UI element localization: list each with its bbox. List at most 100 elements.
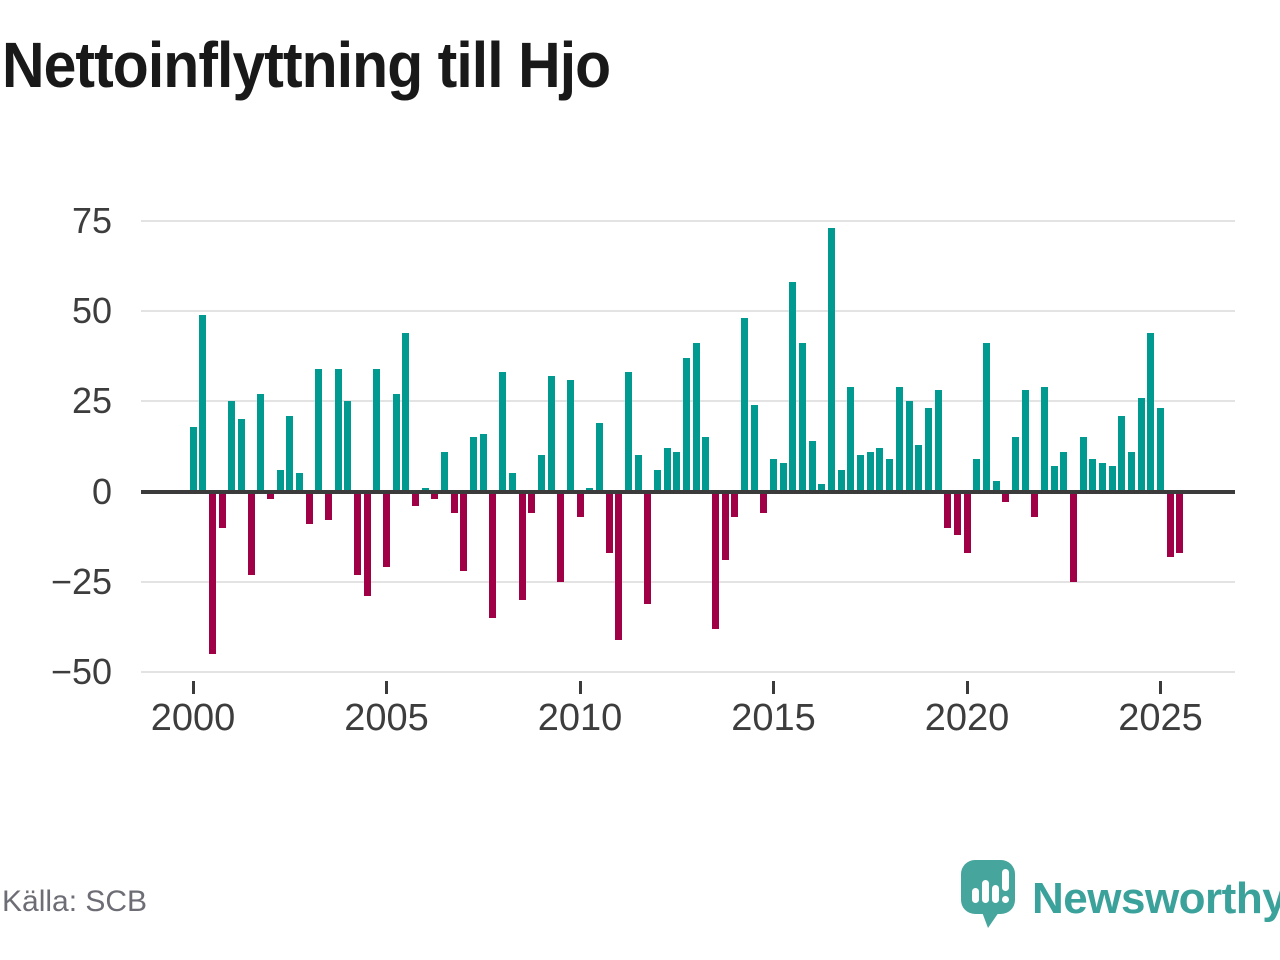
gridline-75: [141, 219, 1235, 222]
bar-2009-q3: [557, 491, 565, 582]
y-axis-label: −50: [50, 651, 112, 693]
bar-2015-q4: [799, 343, 806, 492]
x-axis-label-2025: 2025: [1118, 697, 1203, 739]
bar-2016-q4: [837, 469, 845, 492]
bar-2014-q3: [750, 404, 758, 492]
bar-2025-q2: [1166, 491, 1174, 557]
bar-2017-q3: [866, 451, 874, 492]
bar-2024-q4: [1147, 332, 1155, 492]
bar-2003-q1: [305, 491, 313, 524]
bar-2008-q4: [528, 491, 536, 514]
bar-2023-q4: [1108, 466, 1116, 492]
x-axis-tick-2015: [772, 681, 775, 694]
bar-2000-q1: [189, 426, 197, 492]
bar-2014-q2: [741, 318, 748, 492]
bar-2003-q2: [315, 368, 323, 492]
bar-2016-q3: [828, 227, 836, 492]
bar-2005-q3: [402, 332, 410, 492]
bar-2003-q3: [325, 491, 332, 521]
newsworthy-logo-icon: [961, 860, 1015, 928]
bar-2013-q3: [712, 491, 719, 629]
bar-2019-q4: [953, 491, 961, 535]
bar-2023-q2: [1089, 459, 1097, 492]
bar-2007-q3: [479, 433, 487, 492]
bar-2002-q4: [295, 473, 303, 492]
chart-title: Nettoinflyttning till Hjo: [2, 29, 611, 101]
x-axis-label-2015: 2015: [731, 697, 816, 739]
bar-2013-q2: [702, 437, 710, 492]
bar-2009-q1: [537, 455, 545, 492]
bar-2000-q3: [208, 491, 216, 654]
x-axis-label-2010: 2010: [537, 697, 623, 739]
bar-2018-q1: [886, 459, 894, 492]
x-axis-label-2000: 2000: [150, 697, 236, 739]
bar-2007-q2: [470, 437, 478, 492]
bar-2019-q2: [934, 390, 942, 492]
bar-2025-q3: [1176, 491, 1184, 553]
bar-2014-q4: [760, 491, 768, 514]
x-axis-tick-2025: [1159, 681, 1162, 694]
bar-2007-q4: [489, 491, 497, 618]
brand-name: Newsworthy: [1032, 874, 1280, 923]
bar-2012-q1: [653, 469, 661, 492]
bar-2018-q2: [895, 386, 903, 492]
bar-2012-q3: [673, 451, 681, 492]
x-axis-label-2005: 2005: [344, 697, 429, 739]
bar-2015-q2: [779, 462, 787, 492]
bar-2009-q2: [547, 375, 555, 492]
bar-2004-q2: [354, 491, 361, 575]
bar-2022-q4: [1069, 491, 1077, 582]
bar-2021-q3: [1021, 390, 1029, 492]
bar-2004-q1: [344, 401, 352, 492]
bar-2005-q2: [392, 394, 400, 492]
x-axis-tick-2020: [965, 681, 969, 694]
bar-2005-q1: [383, 491, 390, 568]
bar-2002-q3: [286, 415, 294, 492]
bar-2001-q1: [228, 401, 236, 492]
bar-2020-q2: [973, 459, 981, 492]
bar-2011-q3: [634, 455, 642, 492]
x-axis-tick-2000: [191, 681, 195, 694]
bar-2017-q1: [847, 386, 855, 492]
bar-2004-q4: [373, 368, 381, 492]
bar-2023-q3: [1099, 462, 1106, 492]
bar-2024-q2: [1128, 451, 1135, 492]
y-axis-label: 0: [91, 470, 112, 512]
bar-2022-q1: [1040, 386, 1048, 492]
bar-2019-q1: [924, 408, 932, 492]
bar-2005-q4: [412, 491, 419, 506]
bar-2004-q3: [363, 491, 371, 597]
gridline--25: [141, 580, 1235, 583]
bar-2001-q2: [237, 419, 245, 492]
bar-2025-q1: [1157, 408, 1164, 492]
bar-2011-q1: [615, 491, 623, 640]
bar-2014-q1: [731, 491, 739, 517]
bar-2018-q3: [905, 401, 913, 492]
bar-2017-q2: [857, 455, 865, 492]
bar-2021-q1: [1002, 491, 1010, 503]
bar-2000-q4: [218, 491, 226, 528]
bar-2016-q2: [818, 484, 826, 492]
bar-2008-q1: [499, 372, 507, 492]
bar-2017-q4: [876, 448, 884, 492]
bar-2008-q3: [518, 491, 526, 600]
y-axis-label: 50: [71, 289, 112, 331]
bar-2023-q1: [1079, 437, 1087, 492]
bar-2010-q3: [595, 422, 603, 492]
bar-2013-q1: [692, 343, 700, 492]
bar-2002-q1: [266, 491, 274, 499]
bar-2024-q1: [1118, 415, 1126, 492]
bar-2011-q4: [644, 491, 652, 604]
bar-2011-q2: [624, 372, 632, 492]
newsworthy-logo: Newsworthy: [958, 856, 1280, 946]
x-axis-label-2020: 2020: [924, 697, 1010, 739]
y-axis-label: 75: [71, 199, 112, 241]
bar-2016-q1: [808, 440, 816, 492]
y-axis-label: 25: [71, 380, 112, 422]
bar-2006-q4: [450, 491, 458, 514]
bar-2006-q2: [431, 491, 439, 499]
bar-2009-q4: [566, 379, 574, 492]
x-axis-tick-2010: [578, 681, 582, 694]
x-axis-tick-2005: [385, 681, 388, 694]
